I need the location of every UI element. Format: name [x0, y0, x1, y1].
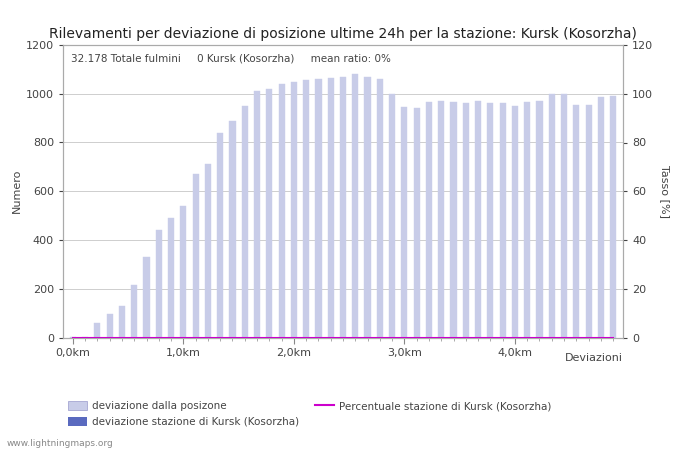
Bar [463, 104, 469, 338]
Bar [573, 105, 580, 338]
Bar [266, 89, 272, 338]
Bar [290, 81, 297, 337]
Bar [279, 84, 285, 338]
Bar [303, 81, 309, 338]
Bar [389, 94, 396, 338]
Y-axis label: Tasso [%]: Tasso [%] [660, 165, 670, 218]
Bar [487, 104, 494, 338]
Text: Deviazioni: Deviazioni [565, 353, 623, 363]
Bar [131, 285, 137, 338]
Bar [598, 97, 604, 338]
Bar [155, 230, 162, 338]
Bar [205, 164, 211, 338]
Bar [414, 108, 420, 338]
Bar [524, 102, 531, 338]
Legend: deviazione dalla posizone, deviazione stazione di Kursk (Kosorzha), Percentuale : deviazione dalla posizone, deviazione st… [68, 401, 552, 427]
Bar [512, 106, 518, 338]
Bar [340, 76, 346, 338]
Bar [144, 257, 150, 338]
Bar [438, 101, 444, 338]
Bar [352, 74, 358, 338]
Bar [193, 174, 199, 338]
Bar [181, 206, 186, 338]
Bar [377, 79, 383, 338]
Bar [106, 315, 113, 338]
Bar [168, 218, 174, 338]
Bar [119, 306, 125, 338]
Bar [70, 337, 76, 338]
Bar [549, 94, 555, 338]
Bar [328, 78, 334, 338]
Text: 32.178 Totale fulmini     0 Kursk (Kosorzha)     mean ratio: 0%: 32.178 Totale fulmini 0 Kursk (Kosorzha)… [71, 54, 391, 64]
Bar [254, 91, 260, 338]
Bar [475, 101, 481, 338]
Bar [561, 94, 567, 338]
Bar [230, 121, 235, 338]
Bar [241, 106, 248, 338]
Title: Rilevamenti per deviazione di posizione ultime 24h per la stazione: Kursk (Kosor: Rilevamenti per deviazione di posizione … [49, 27, 637, 41]
Bar [365, 76, 370, 338]
Text: www.lightningmaps.org: www.lightningmaps.org [7, 439, 113, 448]
Bar [401, 107, 407, 338]
Bar [585, 105, 591, 338]
Bar [426, 102, 432, 338]
Bar [217, 133, 223, 338]
Bar [610, 96, 616, 338]
Bar [316, 79, 321, 338]
Bar [536, 101, 542, 338]
Bar [82, 337, 88, 338]
Bar [94, 323, 101, 338]
Y-axis label: Numero: Numero [12, 169, 22, 213]
Bar [500, 104, 505, 338]
Bar [451, 102, 456, 338]
